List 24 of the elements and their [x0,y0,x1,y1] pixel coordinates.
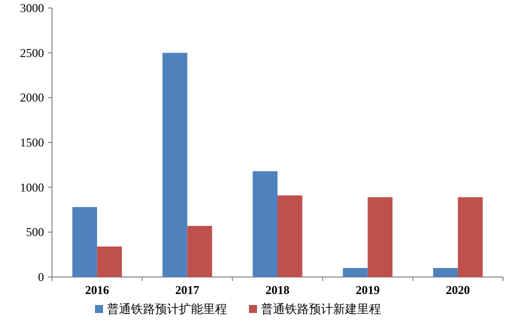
bar [162,52,188,277]
bar [187,226,212,277]
bar [433,268,458,277]
y-tick-label: 2500 [20,46,44,60]
y-tick-label: 2000 [20,90,44,105]
bar [278,195,302,277]
y-tick-label: 3000 [20,1,44,15]
legend-label: 普通铁路预计新建里程 [261,302,381,316]
x-tick-label: 2017 [175,283,200,297]
x-tick-label: 2016 [85,283,110,297]
x-tick-label: 2020 [446,283,470,297]
bar [368,197,393,277]
bar [458,197,483,277]
x-tick-label: 2019 [356,283,380,297]
y-tick-label: 1500 [20,136,44,150]
y-tick-label: 500 [26,225,44,240]
x-tick-label: 2018 [266,283,290,297]
bar [72,207,98,277]
bar [342,268,368,277]
legend-label: 普通铁路预计扩能里程 [107,302,227,316]
bar [97,246,122,277]
bar [252,171,278,277]
y-tick-label: 0 [38,270,44,284]
y-tick-label: 1000 [20,180,44,194]
